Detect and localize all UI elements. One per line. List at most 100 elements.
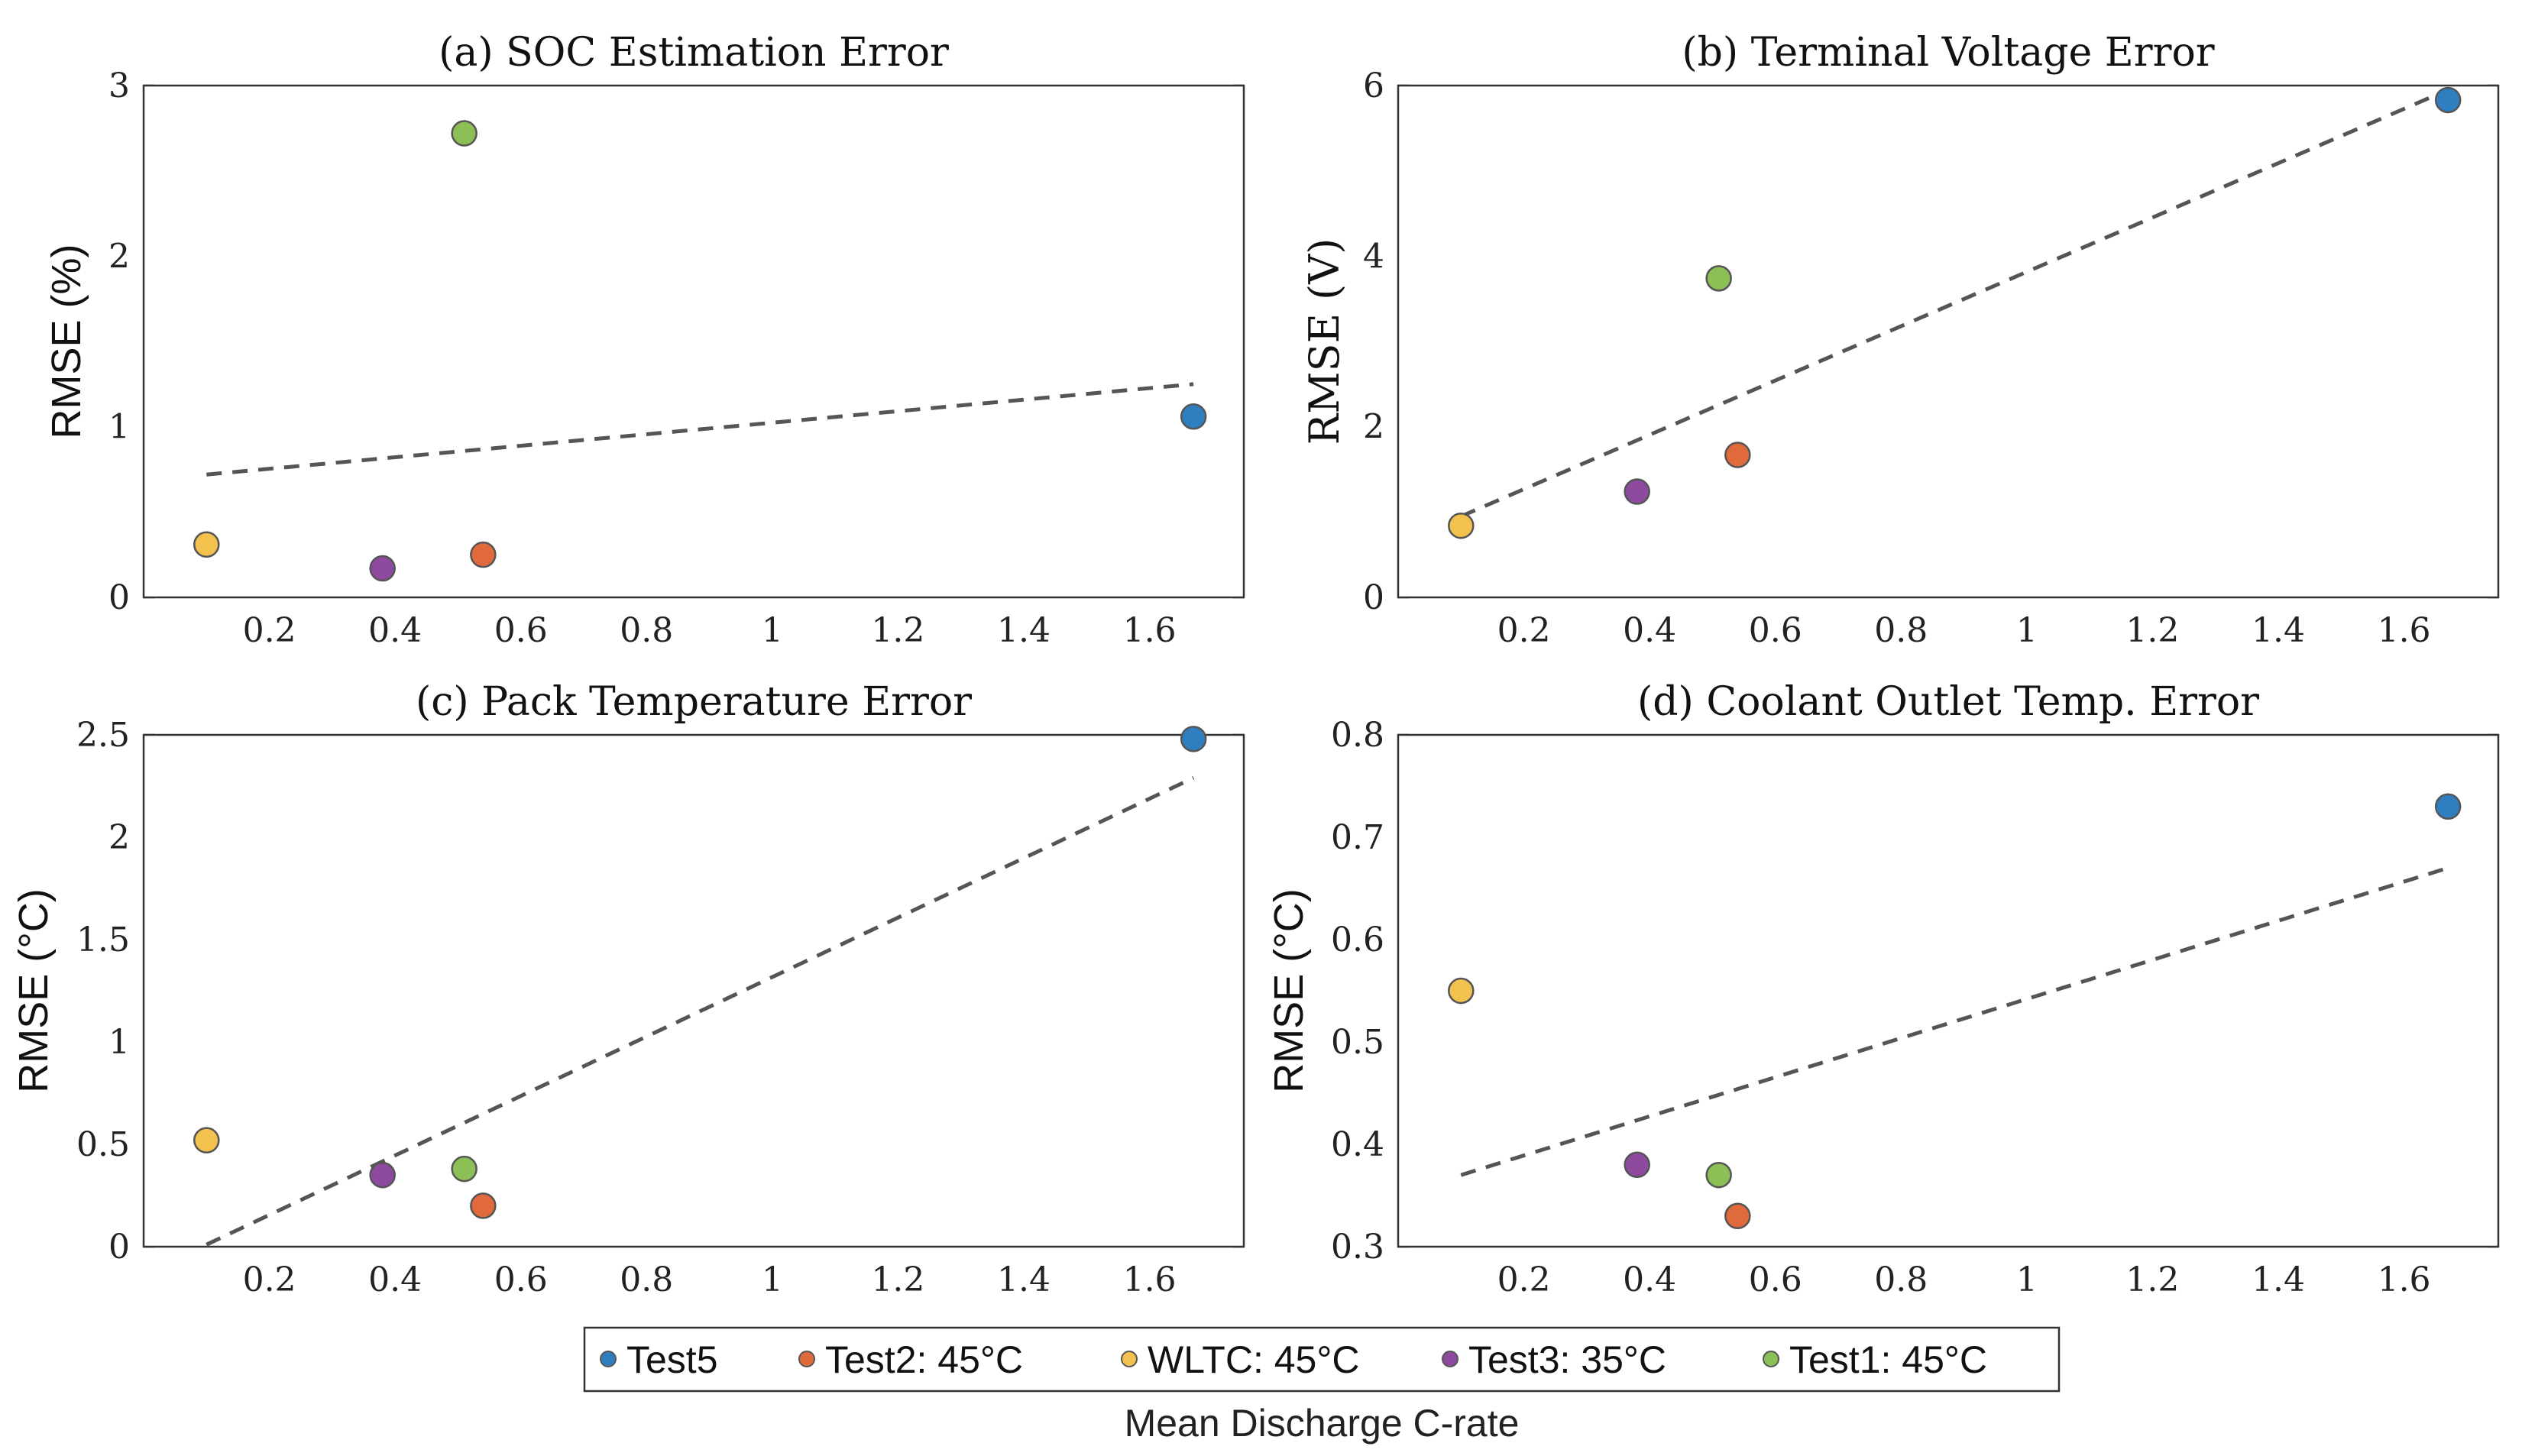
data-point-test2-45c [470, 541, 497, 568]
x-tick-label: 0.4 [368, 611, 422, 650]
data-point-test3-35c [1624, 1151, 1650, 1179]
data-point-test1-45c [1705, 265, 1732, 292]
panel-title: (a) SOC Estimation Error [439, 30, 949, 76]
legend-box [583, 1326, 2061, 1393]
x-tick-label: 1.4 [997, 611, 1051, 650]
data-point-test5 [1180, 403, 1207, 430]
y-tick-label: 0.6 [1331, 921, 1384, 959]
x-tick-label: 1.4 [2252, 1260, 2305, 1299]
legend-entry-test1-45c: Test1: 45°C [1763, 1338, 1987, 1381]
y-tick-label: 1 [108, 408, 130, 447]
legend-entry-test2-45c: Test2: 45°C [798, 1338, 1023, 1381]
y-tick-label: 3 [108, 66, 130, 105]
x-tick-label: 1.6 [1123, 1260, 1177, 1299]
y-axis-label: RMSE (V) [1300, 238, 1348, 445]
y-tick-label: 2.5 [76, 716, 130, 755]
data-point-test5 [2434, 86, 2462, 114]
y-tick-label: 2 [108, 818, 130, 857]
y-tick-label: 1.5 [76, 921, 130, 959]
x-tick-label: 0.8 [620, 1260, 673, 1299]
legend-label: Test5 [626, 1338, 718, 1381]
data-point-wltc-45c [193, 531, 220, 558]
y-axis-label: RMSE (%) [44, 244, 89, 439]
y-tick-label: 0.7 [1331, 818, 1384, 857]
data-point-wltc-45c [193, 1127, 220, 1153]
x-tick-label: 1 [2016, 1260, 2038, 1299]
data-point-test1-45c [451, 1155, 478, 1183]
legend-entry-wltc-45c: WLTC: 45°C [1121, 1338, 1359, 1381]
x-tick-label: 0.2 [1497, 1260, 1551, 1299]
data-point-test1-45c [1705, 1161, 1732, 1189]
axes-frame [1397, 84, 2500, 599]
data-point-test3-35c [369, 1161, 396, 1189]
x-tick-label: 0.6 [494, 611, 548, 650]
data-point-test3-35c [369, 555, 396, 582]
data-point-test1-45c [451, 120, 478, 147]
y-tick-label: 0.5 [1331, 1023, 1384, 1062]
y-axis-label: RMSE (°C) [1266, 888, 1312, 1093]
x-tick-label: 0.8 [1874, 611, 1928, 650]
x-tick-label: 0.8 [620, 611, 673, 650]
legend-marker [798, 1351, 815, 1367]
x-tick-label: 1.2 [2125, 1260, 2179, 1299]
axes-frame [1397, 733, 2500, 1248]
data-point-test3-35c [1624, 478, 1650, 505]
data-point-test2-45c [1724, 442, 1751, 468]
legend-label: WLTC: 45°C [1148, 1338, 1359, 1381]
x-tick-label: 0.4 [1623, 1260, 1676, 1299]
panel-title: (b) Terminal Voltage Error [1682, 30, 2214, 76]
data-point-test2-45c [470, 1192, 497, 1219]
trend-line [1460, 866, 2449, 1177]
data-point-wltc-45c [1448, 977, 1475, 1005]
x-tick-label: 0.2 [243, 611, 296, 650]
x-tick-label: 0.4 [1623, 611, 1676, 650]
panel-title: (c) Pack Temperature Error [416, 679, 972, 725]
y-axis-label: RMSE (°C) [11, 888, 57, 1093]
y-tick-label: 0.4 [1331, 1125, 1384, 1164]
panel-title: (d) Coolant Outlet Temp. Error [1637, 679, 2259, 725]
panel-d-coolant-outlet-temp-error: 0.2 0.4 0.6 0.8 1 1.2 1.4 1.6 0.3 0.4 0.5 0.6 0.7 0.8… [1266, 679, 2500, 1299]
trend-line [1460, 88, 2449, 519]
x-tick-label: 0.4 [368, 1260, 422, 1299]
y-tick-label: 0 [108, 1228, 130, 1267]
y-tick-label: 0.3 [1331, 1228, 1384, 1267]
y-tick-label: 0.5 [76, 1125, 130, 1164]
legend-marker [1121, 1351, 1138, 1367]
y-tick-label: 4 [1363, 237, 1384, 276]
x-tick-label: 1.6 [1123, 611, 1177, 650]
x-tick-label: 1.2 [2125, 611, 2179, 650]
panel-a-soc-estimation-error: 0.2 0.4 0.6 0.8 1 1.2 1.4 1.6 0 1 2 3 (a) SOC Estima… [44, 30, 1245, 650]
x-tick-label: 1.6 [2378, 611, 2431, 650]
data-point-test5 [2434, 793, 2462, 820]
legend-label: Test1: 45°C [1789, 1338, 1987, 1381]
trend-line [206, 776, 1195, 1247]
y-tick-label: 0 [108, 578, 130, 617]
panel-b-terminal-voltage-error: 0.2 0.4 0.6 0.8 1 1.2 1.4 1.6 0 2 4 6 (b) Terminal V… [1300, 30, 2500, 650]
axes-frame [142, 84, 1245, 599]
y-tick-label: 0.8 [1331, 716, 1384, 755]
y-tick-label: 6 [1363, 66, 1384, 105]
x-tick-label: 1.6 [2378, 1260, 2431, 1299]
x-tick-label: 1 [762, 611, 783, 650]
y-tick-label: 1 [108, 1023, 130, 1062]
x-tick-label: 1.2 [871, 611, 924, 650]
x-tick-label: 1 [2016, 611, 2038, 650]
x-tick-label: 0.2 [243, 1260, 296, 1299]
legend-label: Test2: 45°C [825, 1338, 1023, 1381]
x-tick-label: 0.6 [1749, 611, 1802, 650]
data-point-wltc-45c [1448, 512, 1475, 539]
y-tick-label: 2 [1363, 408, 1384, 447]
x-tick-label: 1.4 [997, 1260, 1051, 1299]
legend-entry-test3-35c: Test3: 35°C [1442, 1338, 1666, 1381]
legend-entry-test5: Test5 [600, 1338, 718, 1381]
x-tick-label: 0.6 [494, 1260, 548, 1299]
x-tick-label: 1.4 [2252, 611, 2305, 650]
data-point-test5 [1180, 726, 1207, 752]
legend-marker [1442, 1351, 1458, 1367]
axes-frame [142, 733, 1245, 1248]
trend-line [206, 382, 1194, 477]
x-tick-label: 0.2 [1497, 611, 1551, 650]
x-tick-label: 1.2 [871, 1260, 924, 1299]
legend-label: Test3: 35°C [1468, 1338, 1666, 1381]
